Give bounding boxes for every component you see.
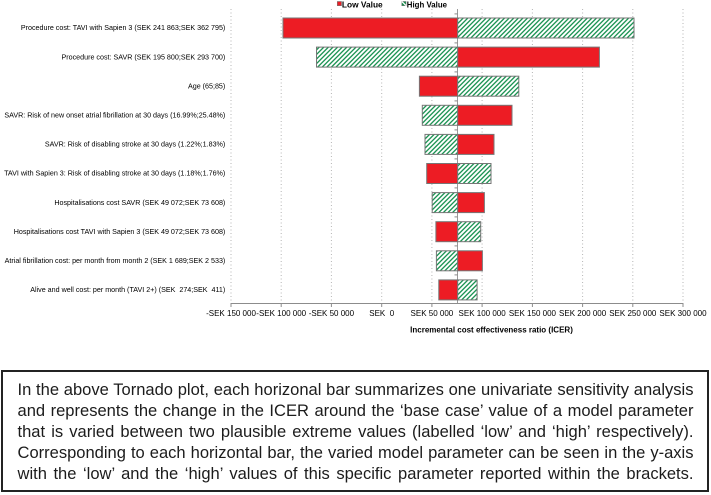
svg-text:Alive and well cost: per month: Alive and well cost: per month (TAVI 2+)…: [30, 286, 225, 294]
svg-text:-SEK 150 000: -SEK 150 000: [206, 309, 256, 318]
svg-text:SEK 150 000: SEK 150 000: [509, 309, 557, 318]
svg-text:SEK 300 000: SEK 300 000: [659, 309, 707, 318]
svg-text:Hospitalisations cost SAVR (SE: Hospitalisations cost SAVR (SEK 49 072;S…: [54, 199, 225, 207]
svg-text:SEK 0: SEK 0: [369, 309, 394, 318]
svg-text:Incremental cost effectiveness: Incremental cost effectiveness ratio (IC…: [410, 326, 573, 335]
svg-text:Low Value: Low Value: [342, 1, 383, 10]
svg-text:SEK 250 000: SEK 250 000: [609, 309, 657, 318]
svg-text:SEK 100 000: SEK 100 000: [459, 309, 507, 318]
svg-text:-SEK 100 000: -SEK 100 000: [256, 309, 306, 318]
svg-text:SEK 200 000: SEK 200 000: [559, 309, 607, 318]
svg-text:Procedure cost: TAVI with Sapi: Procedure cost: TAVI with Sapien 3 (SEK …: [21, 24, 225, 32]
svg-text:High Value: High Value: [407, 1, 448, 10]
svg-text:Age (65;85): Age (65;85): [188, 82, 225, 90]
svg-text:SEK 50 000: SEK 50 000: [411, 309, 454, 318]
svg-text:SAVR: Risk of new onset atrial: SAVR: Risk of new onset atrial fibrillat…: [4, 112, 225, 120]
svg-text:Hospitalisations cost TAVI wit: Hospitalisations cost TAVI with Sapien 3…: [14, 228, 226, 236]
svg-text:TAVI with Sapien 3: Risk of di: TAVI with Sapien 3: Risk of disabling st…: [4, 170, 225, 178]
svg-text:SAVR: Risk of disabling stroke: SAVR: Risk of disabling stroke at 30 day…: [45, 141, 225, 149]
svg-text:Procedure cost: SAVR (SEK 195: Procedure cost: SAVR (SEK 195 800;SEK 29…: [61, 53, 225, 61]
svg-text:Atrial fibrillation cost: per: Atrial fibrillation cost: per month from…: [5, 257, 226, 265]
svg-text:-SEK 50 000: -SEK 50 000: [309, 309, 355, 318]
